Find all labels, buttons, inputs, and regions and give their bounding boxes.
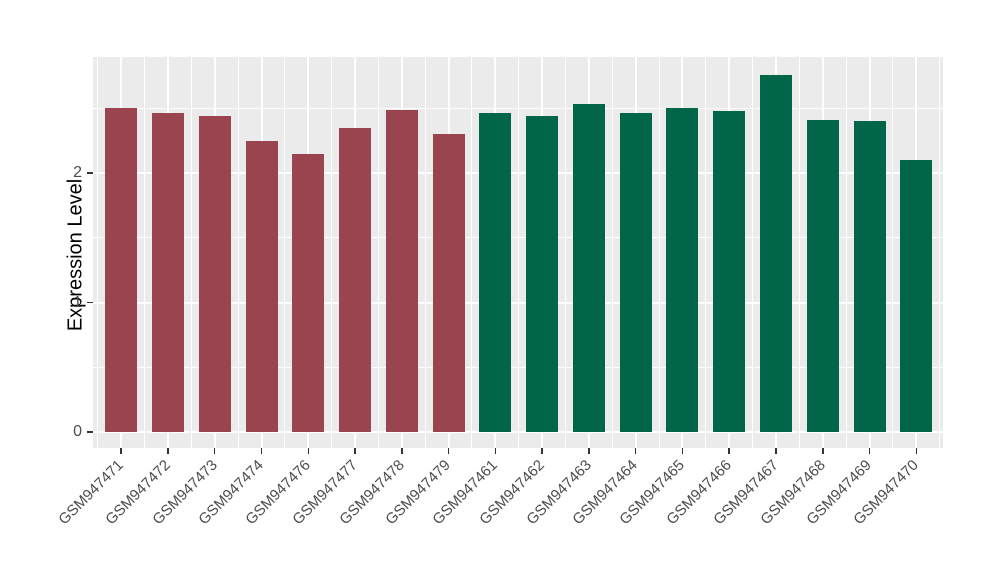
bar: [198, 116, 231, 432]
x-tick-label: GSM947470: [696, 454, 922, 529]
gridline-minor-x: [331, 57, 333, 448]
x-axis-tick: [915, 448, 918, 454]
x-axis-tick: [401, 448, 403, 454]
bar: [572, 104, 605, 432]
x-axis-tick: [447, 448, 450, 454]
bar: [245, 140, 278, 432]
gridline-minor-x: [424, 57, 426, 448]
bar: [432, 134, 465, 432]
x-axis-tick: [307, 448, 310, 454]
gridline-minor-y: [93, 237, 943, 239]
gridline-minor-x: [845, 57, 847, 448]
gridline-minor-x: [705, 57, 707, 448]
x-axis-tick: [120, 448, 122, 454]
x-axis-tick: [354, 448, 356, 454]
bar: [479, 113, 512, 432]
bar: [759, 74, 792, 432]
bar: [666, 108, 699, 432]
gridline-minor-y: [93, 366, 943, 368]
bar: [900, 160, 933, 432]
gridline-minor-x: [237, 57, 239, 448]
x-tick-label-text: GSM947470: [850, 456, 922, 529]
gridline-minor-x: [144, 57, 146, 448]
y-tick-label: 0: [73, 423, 82, 440]
x-axis-tick: [681, 448, 684, 454]
bar: [713, 110, 746, 432]
bar: [151, 113, 184, 432]
gridline-minor-x: [611, 57, 613, 448]
x-axis-tick: [728, 448, 730, 454]
gridline-minor-x: [565, 57, 566, 448]
x-axis-tick: [588, 448, 590, 454]
gridline-major-y: [93, 301, 943, 304]
gridline-minor-x: [377, 57, 379, 448]
x-axis-tick: [775, 448, 777, 454]
gridline-minor-x: [752, 57, 754, 448]
gridline-major-y: [93, 172, 943, 174]
y-axis-tick: [87, 172, 93, 174]
y-tick-label: 2: [73, 164, 82, 181]
gridline-minor-x: [892, 57, 894, 448]
y-axis-tick: [87, 431, 93, 433]
bar: [619, 113, 652, 432]
gridline-major-y: [93, 431, 943, 433]
bar: [526, 116, 559, 432]
gridline-minor-x: [518, 57, 520, 448]
bar: [292, 153, 325, 432]
x-axis-tick: [494, 448, 497, 454]
x-axis-tick: [868, 448, 871, 454]
bar: [806, 119, 839, 432]
gridline-minor-y: [93, 107, 943, 109]
bar: [853, 121, 886, 432]
y-axis-tick: [87, 301, 93, 304]
x-axis-tick: [634, 448, 637, 454]
gridline-minor-x: [939, 57, 941, 448]
plot-panel: [93, 57, 943, 448]
x-axis-tick: [541, 448, 543, 454]
bar: [339, 127, 372, 432]
x-axis-tick: [260, 448, 263, 454]
bar: [385, 109, 418, 432]
gridline-minor-x: [471, 57, 473, 448]
x-axis-tick: [822, 448, 824, 454]
x-axis-tick: [213, 448, 216, 454]
y-tick-label: 1: [73, 293, 82, 311]
bar: [105, 108, 138, 432]
x-axis-tick: [167, 448, 169, 454]
gridline-minor-x: [658, 57, 660, 448]
gridline-minor-x: [97, 57, 99, 448]
gridline-minor-x: [284, 57, 286, 448]
gridline-minor-x: [190, 57, 192, 448]
gridline-minor-x: [798, 57, 800, 448]
